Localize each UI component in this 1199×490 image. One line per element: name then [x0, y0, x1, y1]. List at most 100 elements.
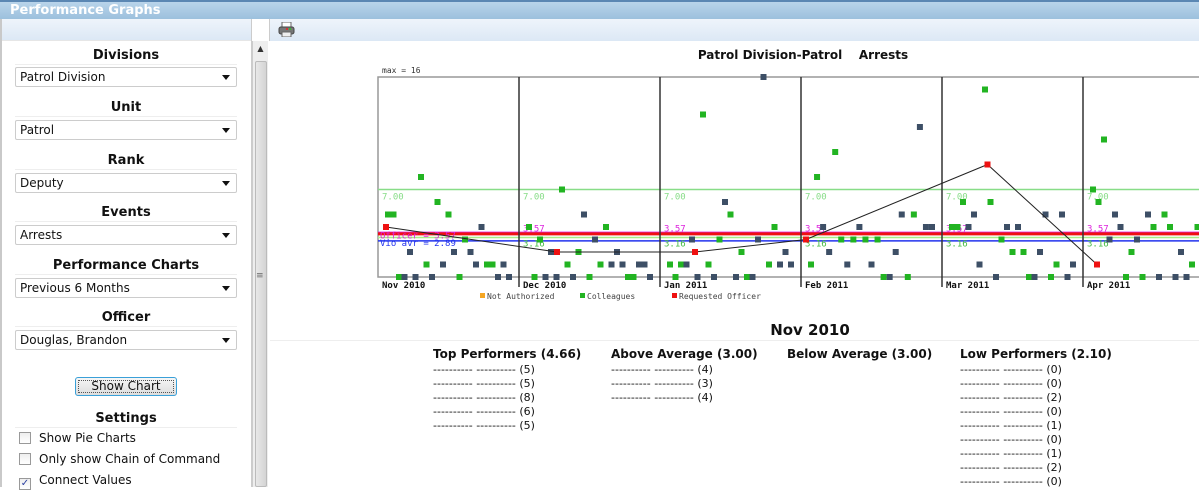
- other-point: [887, 274, 893, 280]
- chevron-down-icon: [222, 128, 230, 133]
- other-point: [1032, 274, 1038, 280]
- checkbox[interactable]: ✓: [19, 478, 31, 490]
- colleague-point: [1189, 262, 1195, 268]
- colleague-point: [988, 199, 994, 205]
- setting-checkbox-0[interactable]: Show Pie Charts: [19, 431, 136, 445]
- performer-row[interactable]: ---------- ---------- (3): [611, 377, 758, 391]
- rank-select[interactable]: Deputy: [15, 173, 237, 193]
- sidebar-scrollbar[interactable]: ▲ ≡: [252, 41, 268, 487]
- performer-row[interactable]: ---------- ---------- (0): [960, 433, 1112, 447]
- summary-column-title: Below Average (3.00): [787, 347, 932, 361]
- legend-label: Colleagues: [587, 292, 635, 301]
- average-label: Vio avr = 2.89: [380, 239, 456, 249]
- other-point: [413, 274, 419, 280]
- colleague-point: [424, 262, 430, 268]
- summary-column: Above Average (3.00)---------- ---------…: [611, 347, 758, 405]
- other-point: [647, 274, 653, 280]
- other-point: [750, 274, 756, 280]
- performer-row[interactable]: ---------- ---------- (0): [960, 377, 1112, 391]
- other-point: [1178, 249, 1184, 255]
- performer-row[interactable]: ---------- ---------- (2): [960, 391, 1112, 405]
- colleague-point: [960, 199, 966, 205]
- colleague-point: [700, 112, 706, 118]
- other-point: [1112, 212, 1118, 218]
- officer-point: [1094, 262, 1100, 268]
- officer-point: [692, 249, 698, 255]
- colleague-point: [1096, 199, 1102, 205]
- performer-row[interactable]: ---------- ---------- (8): [433, 391, 581, 405]
- setting-label: Connect Values: [39, 473, 132, 487]
- reference-label: 3.16: [946, 240, 968, 250]
- setting-label: Only show Chain of Command: [39, 452, 220, 466]
- colleague-point: [396, 274, 402, 280]
- officer-label: Officer: [15, 310, 237, 327]
- other-point: [826, 249, 832, 255]
- other-point: [966, 224, 972, 230]
- officer-point: [985, 162, 991, 168]
- unit-select[interactable]: Patrol: [15, 120, 237, 140]
- performer-row[interactable]: ---------- ---------- (4): [611, 391, 758, 405]
- colleague-point: [838, 237, 844, 243]
- printer-icon[interactable]: [278, 22, 295, 37]
- month-label: Jan 2011: [664, 281, 707, 291]
- scroll-up-icon[interactable]: ▲: [253, 41, 268, 57]
- colleague-point: [982, 87, 988, 93]
- other-point: [1043, 212, 1049, 218]
- colleague-point: [808, 262, 814, 268]
- other-point: [893, 249, 899, 255]
- colleague-point: [832, 149, 838, 155]
- checkbox[interactable]: [19, 453, 31, 465]
- colleague-point: [391, 212, 397, 218]
- performer-row[interactable]: ---------- ---------- (5): [433, 377, 581, 391]
- officer-select[interactable]: Douglas, Brandon: [15, 330, 237, 350]
- setting-checkbox-1[interactable]: Only show Chain of Command: [19, 452, 220, 466]
- colleague-point: [1090, 187, 1096, 193]
- colleague-point: [744, 274, 750, 280]
- colleague-point: [1054, 262, 1060, 268]
- performer-row[interactable]: ---------- ---------- (2): [960, 461, 1112, 475]
- other-point: [1059, 212, 1065, 218]
- colleague-point: [875, 237, 881, 243]
- chevron-down-icon: [222, 338, 230, 343]
- colleague-point: [1129, 249, 1135, 255]
- colleague-point: [905, 274, 911, 280]
- colleague-point: [625, 274, 631, 280]
- events-select[interactable]: Arrests: [15, 225, 237, 245]
- show-chart-button[interactable]: Show Chart: [75, 377, 177, 396]
- divisions-label: Divisions: [15, 48, 237, 65]
- colleague-point: [1101, 137, 1107, 143]
- other-point: [1004, 224, 1010, 230]
- colleague-point: [717, 237, 723, 243]
- other-point: [929, 224, 935, 230]
- performance-charts-select[interactable]: Previous 6 Months: [15, 278, 237, 298]
- performer-row[interactable]: ---------- ---------- (0): [960, 363, 1112, 377]
- colleague-point: [678, 262, 684, 268]
- checkbox[interactable]: [19, 432, 31, 444]
- other-point: [1015, 224, 1021, 230]
- colleague-point: [772, 224, 778, 230]
- performer-row[interactable]: ---------- ---------- (4): [611, 363, 758, 377]
- reference-label: 3.16: [1087, 240, 1109, 250]
- other-point: [820, 224, 826, 230]
- other-point: [1173, 274, 1179, 280]
- divisions-select[interactable]: Patrol Division: [15, 67, 237, 87]
- performer-row[interactable]: ---------- ---------- (1): [960, 419, 1112, 433]
- colleague-point: [1140, 274, 1146, 280]
- setting-checkbox-2[interactable]: ✓ Connect Values: [19, 473, 132, 490]
- performer-row[interactable]: ---------- ---------- (5): [433, 419, 581, 433]
- officer-point: [554, 249, 560, 255]
- colleague-point: [1021, 249, 1027, 255]
- unit-label: Unit: [15, 100, 237, 117]
- performer-row[interactable]: ---------- ---------- (0): [960, 405, 1112, 419]
- colleague-point: [814, 174, 820, 180]
- other-point: [869, 262, 875, 268]
- performer-row[interactable]: ---------- ---------- (5): [433, 363, 581, 377]
- other-point: [689, 237, 695, 243]
- performer-row[interactable]: ---------- ---------- (1): [960, 447, 1112, 461]
- colleague-point: [490, 262, 496, 268]
- summary-column-title: Top Performers (4.66): [433, 347, 581, 361]
- colleague-point: [603, 224, 609, 230]
- rank-value: Deputy: [20, 176, 64, 190]
- performer-row[interactable]: ---------- ---------- (6): [433, 405, 581, 419]
